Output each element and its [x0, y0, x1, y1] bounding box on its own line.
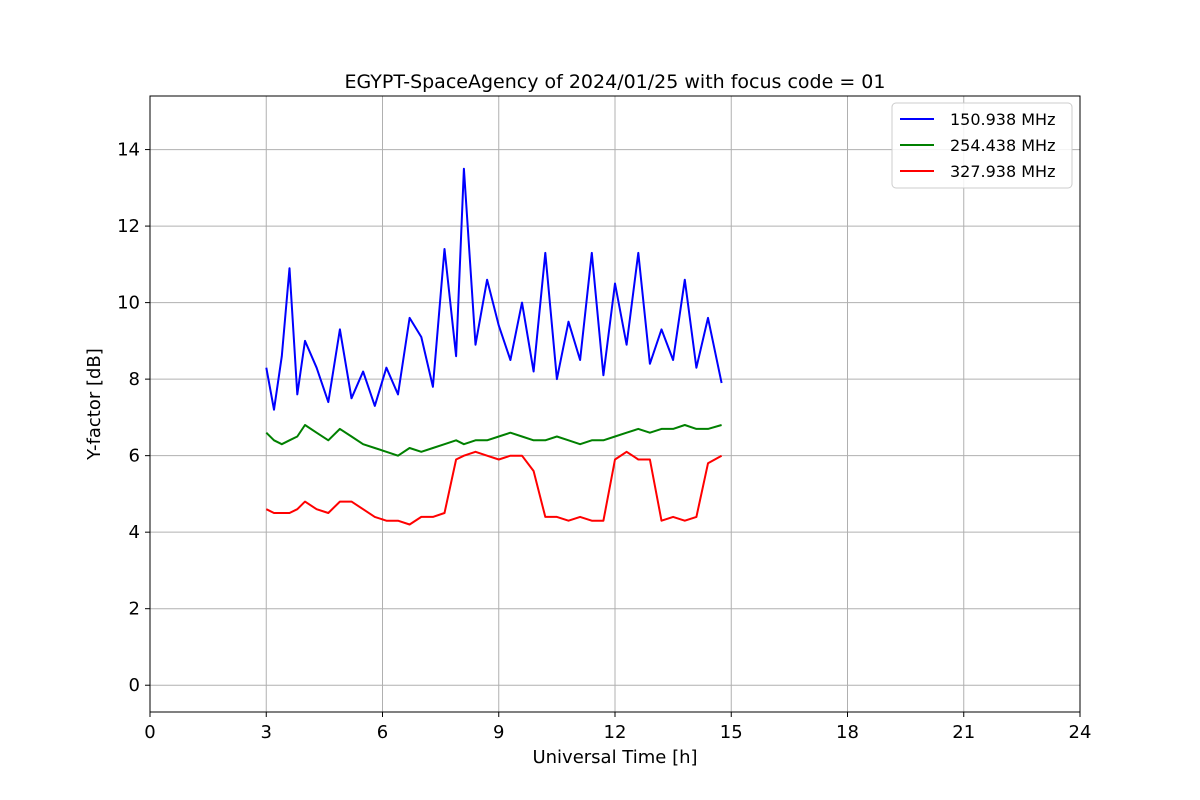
series-line-1 [265, 424, 722, 457]
y-tick-label: 2 [129, 599, 140, 620]
legend-box [891, 102, 1073, 189]
x-axis-title: Universal Time [h] [532, 747, 697, 768]
series-layer [265, 167, 723, 526]
legend: 150.938 MHz 254.438 MHz 327.938 MHz [891, 102, 1073, 189]
y-tick-label: 4 [129, 522, 140, 543]
series-line-2 [265, 450, 723, 526]
y-axis-title: Y-factor [dB] [84, 348, 105, 461]
x-tick-label: 3 [261, 722, 272, 743]
x-tick-label: 15 [720, 722, 743, 743]
y-tick-label: 0 [129, 675, 140, 696]
y-tick-label: 12 [117, 216, 140, 237]
x-tick-label: 9 [493, 722, 504, 743]
x-tick-label: 18 [836, 722, 859, 743]
x-tick-label: 12 [604, 722, 627, 743]
chart-title: EGYPT-SpaceAgency of 2024/01/25 with foc… [345, 71, 886, 93]
y-axis: 0 2 4 6 8 10 12 14 [117, 140, 150, 696]
legend-label-2: 327.938 MHz [950, 162, 1055, 181]
x-tick-label: 0 [144, 722, 155, 743]
y-tick-label: 10 [117, 293, 140, 314]
series-line-0 [265, 167, 723, 411]
legend-label-0: 150.938 MHz [950, 110, 1055, 129]
y-tick-label: 8 [129, 369, 140, 390]
legend-label-1: 254.438 MHz [950, 136, 1055, 155]
x-axis: 0 3 6 9 12 15 18 21 24 [144, 712, 1091, 743]
x-tick-label: 6 [377, 722, 388, 743]
y-tick-label: 6 [129, 446, 140, 467]
y-tick-label: 14 [117, 140, 140, 161]
x-tick-label: 21 [952, 722, 975, 743]
x-tick-label: 24 [1069, 722, 1092, 743]
